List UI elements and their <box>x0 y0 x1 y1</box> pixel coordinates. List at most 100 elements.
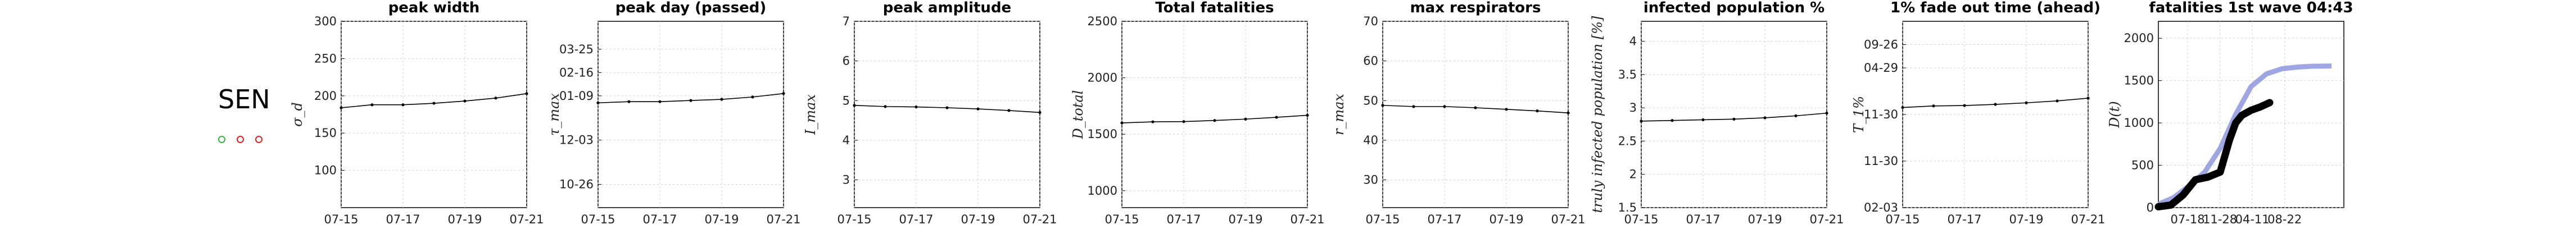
data-point <box>525 92 528 95</box>
x-tick-label: 08-22 <box>2267 213 2302 226</box>
data-point <box>1474 106 1477 109</box>
y-tick-label: 100 <box>314 164 337 177</box>
data-point <box>1794 114 1798 117</box>
data-point <box>1763 116 1767 120</box>
y-tick-label: 200 <box>314 89 337 103</box>
y-tick-label: 30 <box>1363 173 1378 187</box>
x-tick-label: 07-17 <box>899 213 933 226</box>
y-tick-label: 500 <box>2131 159 2154 172</box>
data-point <box>1120 121 1124 125</box>
plot-frame <box>341 21 527 208</box>
data-point <box>1151 120 1155 123</box>
x-tick-label: 07-21 <box>2071 213 2105 226</box>
y-tick-label: 11-30 <box>1864 108 1898 121</box>
y-tick-label: 11-30 <box>1864 154 1898 168</box>
chart-panel: peak amplitude 3 4 5 6 7 I_max 07-15 07-17 07-19 0… <box>803 0 1057 226</box>
data-point <box>1963 104 1966 107</box>
model-curve <box>2157 63 2332 207</box>
chart-panel: fatalities 1st wave 04:43 0 500 1000 1500 200… <box>2107 0 2353 226</box>
y-tick-label: 02-16 <box>559 66 594 79</box>
x-tick-label: 07-15 <box>1104 213 1139 226</box>
x-tick-label: 07-17 <box>1166 213 1201 226</box>
data-point <box>463 99 467 103</box>
data-point <box>2056 99 2059 103</box>
y-tick-label: 50 <box>1363 94 1378 107</box>
x-tick-label: 07-17 <box>642 213 677 226</box>
y-tick-label: 150 <box>314 126 337 140</box>
y-axis-label: D(t) <box>2107 101 2122 129</box>
data-point <box>1825 112 1828 115</box>
data-point <box>1994 103 1997 106</box>
y-tick-label: 1.5 <box>1618 201 1637 214</box>
x-tick-label: 07-15 <box>1885 213 1919 226</box>
data-point <box>853 104 856 107</box>
chart-title: max respirators <box>1410 0 1541 16</box>
y-tick-label: 02-03 <box>1864 201 1898 214</box>
y-tick-label: 2500 <box>1088 15 1117 28</box>
data-point <box>1901 105 1904 109</box>
chart-panel: peak day (passed) 10-26 12-03 01-09 02-16 03-… <box>546 0 801 226</box>
x-tick-label: 07-21 <box>1290 213 1324 226</box>
data-point <box>432 102 436 105</box>
y-tick-label: 4 <box>843 134 850 147</box>
series-line <box>1902 98 2089 108</box>
data-point <box>1306 113 1309 117</box>
data-point <box>2086 97 2090 100</box>
y-tick-label: 3 <box>843 173 850 187</box>
y-tick-label: 1000 <box>1088 184 1117 198</box>
plot-frame <box>1641 21 1827 208</box>
data-point <box>370 103 374 107</box>
x-tick-label: 07-15 <box>837 213 871 226</box>
chart-panel: infected population % 1.5 2 2.5 3 3.5 4 truly i… <box>1590 0 1844 226</box>
data-point <box>1701 118 1705 122</box>
y-tick-label: 09-26 <box>1864 38 1898 52</box>
y-tick-label: 60 <box>1363 54 1378 68</box>
x-tick-label: 07-21 <box>766 213 800 226</box>
x-tick-label: 07-19 <box>961 213 995 226</box>
y-tick-label: 1500 <box>2124 74 2154 88</box>
x-tick-label: 07-15 <box>1365 213 1400 226</box>
data-point <box>1007 109 1011 112</box>
x-tick-label: 04-11 <box>2235 213 2270 226</box>
x-tick-label: 07-17 <box>1686 213 1720 226</box>
chart-title: peak width <box>388 0 480 16</box>
y-tick-label: 2.5 <box>1618 134 1637 148</box>
x-tick-label: 07-19 <box>2009 213 2043 226</box>
data-point <box>1213 119 1216 122</box>
plot-frame <box>2158 21 2344 208</box>
data-point <box>627 100 631 103</box>
x-tick-label: 07-19 <box>1489 213 1523 226</box>
observed-curve <box>2154 99 2274 210</box>
chart-panel: Total fatalities 1000 1500 2000 2500 D_total 0… <box>1070 0 1325 226</box>
chart-title: peak day (passed) <box>615 0 767 16</box>
data-point <box>494 97 497 100</box>
y-tick-label: 3.5 <box>1618 68 1637 81</box>
chart-panel: 1% fade out time (ahead) 02-03 11-30 11-30 0… <box>1851 0 2106 226</box>
plot-frame <box>597 21 784 208</box>
status-dot-red <box>255 136 262 143</box>
x-tick-label: 07-19 <box>1747 213 1782 226</box>
data-point <box>1381 104 1384 107</box>
data-point <box>1640 120 1643 123</box>
y-tick-label: 0 <box>2147 201 2154 214</box>
x-tick-label: 07-19 <box>704 213 739 226</box>
data-point <box>751 95 754 99</box>
plot-frame <box>854 21 1040 208</box>
legend-dots <box>218 135 274 145</box>
y-tick-label: 10-26 <box>559 178 594 191</box>
x-tick-label: 07-15 <box>1624 213 1658 226</box>
data-point <box>945 106 949 109</box>
x-tick-label: 11-28 <box>2203 213 2237 226</box>
y-tick-label: 3 <box>1629 101 1637 114</box>
y-tick-label: 250 <box>314 52 337 65</box>
y-axis-label: σ_d <box>289 102 305 127</box>
y-axis-label: r_max <box>1331 94 1347 136</box>
data-point <box>782 92 785 95</box>
data-point <box>1275 116 1278 119</box>
data-point <box>1412 105 1415 108</box>
data-point <box>1670 119 1674 122</box>
data-point <box>976 107 980 111</box>
data-point <box>1182 120 1185 123</box>
x-tick-label: 07-18 <box>2171 213 2205 226</box>
